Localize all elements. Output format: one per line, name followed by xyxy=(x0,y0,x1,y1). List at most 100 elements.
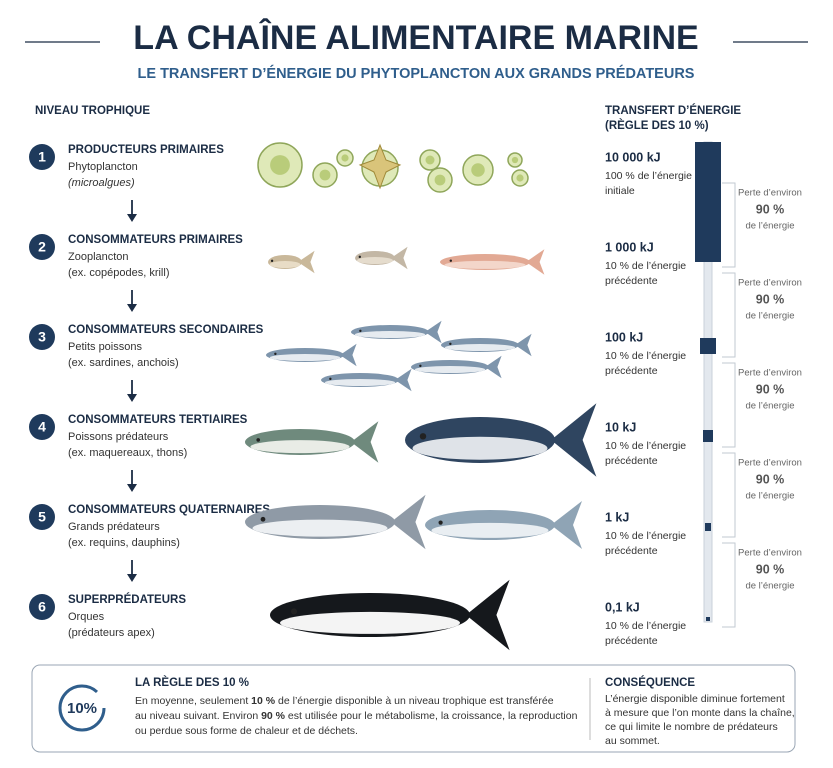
phytoplankton-core xyxy=(511,156,519,164)
fish-belly xyxy=(324,379,396,387)
energy-block xyxy=(706,617,710,621)
energy-block xyxy=(703,430,713,442)
level-badge xyxy=(29,594,55,620)
fish-tail xyxy=(298,250,315,274)
energy-note: 10 % de l’énergie xyxy=(605,620,686,632)
loss-bracket xyxy=(722,182,736,268)
fish-belly xyxy=(269,261,301,269)
phytoplankton-core xyxy=(341,154,349,162)
rule-icon-label: 10% xyxy=(67,700,97,717)
energy-heading: TRANSFERT D’ÉNERGIE xyxy=(605,104,741,117)
loss-value: 90 % xyxy=(756,562,785,576)
illustration xyxy=(245,421,379,463)
rule-run: En moyenne, seulement xyxy=(135,695,251,707)
loss-label: de l’énergie xyxy=(745,401,794,412)
level-desc: (ex. sardines, anchois) xyxy=(68,357,179,369)
illustration xyxy=(355,246,408,270)
fish-eye xyxy=(449,259,452,262)
energy-value: 1 000 kJ xyxy=(605,240,654,254)
level-number: 5 xyxy=(38,509,46,525)
illustration xyxy=(440,249,545,275)
fish-eye xyxy=(256,438,261,442)
energy-note: 10 % de l’énergie xyxy=(605,350,686,362)
rule-run: 10 % xyxy=(251,695,276,707)
loss-value: 90 % xyxy=(756,382,785,396)
illustration xyxy=(268,250,315,274)
level-desc: Orques xyxy=(68,611,105,623)
phytoplankton-core xyxy=(425,155,435,165)
consequence-text: au sommet. xyxy=(605,735,660,747)
rule-icon xyxy=(58,684,106,732)
fish-eye xyxy=(419,364,422,368)
loss-label: Perte d’environ xyxy=(738,368,802,379)
fish-belly xyxy=(444,344,516,352)
level-desc: (prédateurs apex) xyxy=(68,627,155,639)
level-title: CONSOMMATEURS SECONDAIRES xyxy=(68,324,264,336)
fish-eye xyxy=(290,608,298,615)
fish-tail xyxy=(466,579,510,651)
illustration xyxy=(351,320,442,344)
fish-eye xyxy=(329,377,332,381)
loss-bracket xyxy=(722,452,736,538)
loss-label: Perte d’environ xyxy=(738,548,802,559)
illustration xyxy=(405,403,597,477)
loss-bracket xyxy=(722,542,736,628)
levels-heading: NIVEAU TROPHIQUE xyxy=(35,105,150,117)
energy-value: 0,1 kJ xyxy=(605,600,640,614)
rule-run: au niveau suivant. Environ xyxy=(135,710,261,722)
fish-tail xyxy=(340,343,357,367)
fish-tail xyxy=(395,368,412,392)
level-desc: (microalgues) xyxy=(68,177,135,189)
illustration xyxy=(411,355,502,379)
phytoplankton xyxy=(358,143,402,190)
energy-note: initiale xyxy=(605,185,635,197)
fish-eye xyxy=(419,433,427,440)
energy-note: précédente xyxy=(605,275,658,287)
level-title: CONSOMMATEURS PRIMAIRES xyxy=(68,234,243,246)
level-number: 4 xyxy=(38,419,46,435)
rule-run: de l’énergie disponible à un niveau trop… xyxy=(275,695,554,707)
fish-tail xyxy=(551,501,582,549)
level-number: 2 xyxy=(38,239,46,255)
fish-tail xyxy=(351,421,379,463)
energy-note: précédente xyxy=(605,365,658,377)
fish-tail xyxy=(425,320,442,344)
fish-eye xyxy=(359,329,362,333)
fish-belly xyxy=(412,436,548,460)
energy-note: 100 % de l’énergie xyxy=(605,170,692,182)
consequence-text: à mesure que l’on monte dans la chaîne, xyxy=(605,707,795,719)
loss-bracket xyxy=(722,362,736,448)
fish-belly xyxy=(280,611,460,634)
energy-note: 10 % de l’énergie xyxy=(605,530,686,542)
level-title: SUPERPRÉDATEURS xyxy=(68,593,186,606)
level-desc: Phytoplancton xyxy=(68,161,138,173)
arrow-head xyxy=(127,304,137,312)
level-title: CONSOMMATEURS TERTIAIRES xyxy=(68,414,248,426)
fish-tail xyxy=(391,246,408,270)
loss-label: Perte d’environ xyxy=(738,278,802,289)
fish-eye xyxy=(274,352,277,356)
loss-label: Perte d’environ xyxy=(738,188,802,199)
rule-text: ou perdue sous forme de chaleur et de dé… xyxy=(135,725,358,737)
fish-tail xyxy=(485,355,502,379)
fish-eye xyxy=(438,520,443,525)
consequence-title: CONSÉQUENCE xyxy=(605,676,695,689)
fish-tail xyxy=(526,249,545,275)
level-number: 6 xyxy=(38,599,46,615)
fish-eye xyxy=(358,255,361,259)
loss-label: de l’énergie xyxy=(745,491,794,502)
level-desc: (ex. copépodes, krill) xyxy=(68,267,170,279)
phytoplankton-core xyxy=(516,174,524,182)
energy-note: 10 % de l’énergie xyxy=(605,440,686,452)
fish-belly xyxy=(252,519,388,537)
fish-eye xyxy=(449,342,452,346)
fish-belly xyxy=(444,260,526,269)
loss-bracket xyxy=(722,272,736,358)
level-badge xyxy=(29,414,55,440)
rule-run: 90 % xyxy=(261,710,286,722)
phytoplankton-core xyxy=(270,155,290,175)
energy-block xyxy=(695,142,721,262)
level-desc: (ex. maquereaux, thons) xyxy=(68,447,187,459)
loss-value: 90 % xyxy=(756,472,785,486)
